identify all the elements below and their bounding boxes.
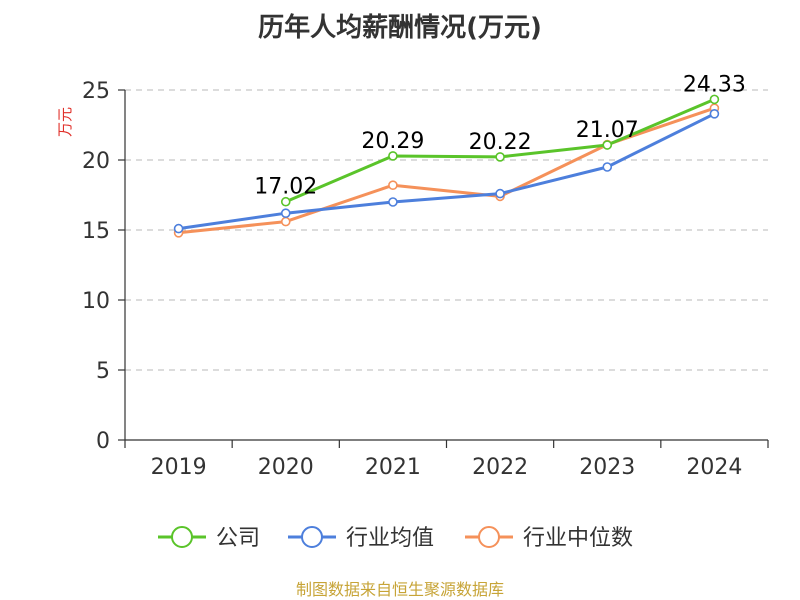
legend-label: 行业均值 xyxy=(346,526,434,551)
gridlines xyxy=(125,89,768,371)
legend-item-1: 行业均值 xyxy=(288,526,434,551)
data-label: 20.22 xyxy=(469,130,532,155)
x-tick-label: 2021 xyxy=(365,455,421,480)
data-point xyxy=(280,196,291,207)
chart-title: 历年人均薪酬情况(万元) xyxy=(258,12,542,43)
y-tick-label: 0 xyxy=(96,429,110,454)
legend-item-0: 公司 xyxy=(158,526,260,551)
data-point xyxy=(602,140,613,150)
data-point xyxy=(173,223,184,234)
series-layer xyxy=(173,94,720,238)
series-line xyxy=(178,112,716,231)
data-labels: 17.02 20.29 20.22 21.07 24.33 xyxy=(254,72,746,199)
data-label: 20.29 xyxy=(361,129,424,154)
y-tick-label: 20 xyxy=(82,149,110,174)
x-tick-label: 2023 xyxy=(579,455,635,480)
legend-marker xyxy=(171,526,193,548)
data-point xyxy=(495,188,505,199)
legend-label: 行业中位数 xyxy=(523,526,633,551)
x-tick-label: 2024 xyxy=(686,455,742,480)
y-tick-label: 5 xyxy=(96,359,110,384)
legend-marker xyxy=(478,526,500,548)
data-point xyxy=(280,216,291,227)
data-point xyxy=(709,109,720,119)
x-tick-label: 2019 xyxy=(151,455,207,480)
data-point xyxy=(602,162,613,172)
legend: 公司 行业均值 行业中位数 xyxy=(158,526,633,551)
y-tick-label: 15 xyxy=(82,219,110,244)
series-1 xyxy=(173,109,720,234)
y-tick-label: 10 xyxy=(82,289,110,314)
data-point xyxy=(709,94,720,105)
x-tick-label: 2022 xyxy=(472,455,528,480)
legend-marker xyxy=(301,526,323,548)
legend-item-2: 行业中位数 xyxy=(465,526,633,551)
y-axis-label: 万元 xyxy=(56,107,74,137)
data-point xyxy=(388,180,398,190)
x-tick-label: 2020 xyxy=(258,455,314,480)
legend-label: 公司 xyxy=(216,526,260,551)
axes: 0 5 10 15 20 25 2019 2020 2021 2022 2023 2024 xyxy=(82,79,769,480)
data-point xyxy=(495,152,505,162)
data-label: 24.33 xyxy=(683,72,746,97)
series-0 xyxy=(280,94,720,207)
data-point xyxy=(388,151,398,161)
data-label: 21.07 xyxy=(576,118,639,143)
data-point xyxy=(280,208,291,218)
y-tick-label: 25 xyxy=(82,79,110,104)
data-point xyxy=(388,197,398,207)
data-label: 17.02 xyxy=(254,175,317,200)
source-text: 制图数据来自恒生聚源数据库 xyxy=(296,580,504,599)
